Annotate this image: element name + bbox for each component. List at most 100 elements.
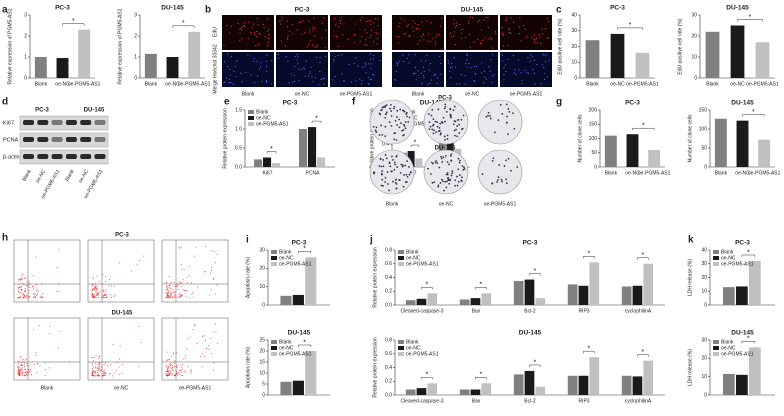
- cell-dot: [403, 20, 405, 22]
- event: [95, 354, 97, 356]
- event: [111, 285, 113, 287]
- event: [181, 372, 183, 374]
- colony: [405, 181, 408, 183]
- bar: [263, 157, 272, 167]
- cell-dot: [313, 35, 316, 37]
- colony: [373, 172, 375, 175]
- event: [167, 374, 169, 376]
- bar: [736, 286, 748, 305]
- chart-title: PC-3: [735, 240, 750, 247]
- cell-dot: [376, 43, 378, 45]
- cell-dot: [426, 20, 428, 22]
- y-tick-label: 0.8: [385, 247, 392, 253]
- cell-dot: [530, 54, 532, 56]
- event: [27, 365, 29, 367]
- event: [210, 338, 212, 340]
- y-tick-label: 100: [589, 136, 598, 142]
- colony: [380, 165, 383, 168]
- colony: [433, 181, 436, 184]
- event: [167, 295, 169, 297]
- cell-dot: [522, 24, 525, 27]
- x-tick-label: oe-PGM5-AS1: [638, 170, 671, 176]
- significance-label: *: [641, 252, 644, 259]
- event: [19, 279, 21, 281]
- event: [167, 359, 169, 361]
- cell-dot: [360, 19, 362, 21]
- cell-dot: [366, 32, 368, 34]
- event: [183, 358, 185, 360]
- legend-label: Blank: [406, 249, 419, 255]
- cell-dot: [539, 36, 541, 38]
- cell-dot: [403, 33, 405, 36]
- event: [169, 373, 171, 375]
- colony: [443, 107, 446, 110]
- event: [93, 372, 95, 374]
- cell-dot: [268, 33, 270, 35]
- event: [92, 293, 94, 295]
- event: [91, 288, 93, 290]
- chart-title: DU-145: [726, 5, 749, 12]
- bar: [723, 287, 735, 305]
- event: [42, 293, 44, 295]
- event: [27, 286, 29, 288]
- event: [94, 297, 96, 299]
- event: [103, 296, 105, 298]
- event: [188, 275, 190, 277]
- colony: [441, 178, 443, 181]
- event: [209, 272, 211, 274]
- cell-dot: [453, 31, 455, 33]
- event: [93, 375, 95, 377]
- significance-label: *: [533, 359, 536, 366]
- colony: [388, 121, 391, 124]
- cell-dot: [252, 23, 255, 25]
- cell-dot: [447, 62, 449, 64]
- event: [23, 375, 25, 377]
- cell-dot: [423, 70, 425, 73]
- cell-dot: [536, 42, 538, 44]
- colony: [439, 132, 442, 135]
- legend-label: Blank: [279, 339, 292, 345]
- event: [19, 372, 21, 374]
- event: [105, 291, 107, 293]
- colony: [395, 187, 398, 190]
- cell-dot: [485, 78, 488, 81]
- bar: [632, 285, 643, 305]
- cell-dot: [419, 39, 421, 41]
- event: [28, 289, 30, 291]
- colony: [434, 120, 437, 123]
- cell-dot: [398, 60, 400, 63]
- colony: [436, 125, 439, 128]
- colony: [431, 181, 434, 184]
- y-axis-label: LDH release (%): [687, 259, 693, 296]
- event: [28, 282, 30, 284]
- culture-plate: [423, 149, 469, 195]
- event: [215, 293, 217, 295]
- event: [185, 296, 187, 298]
- event: [35, 256, 37, 258]
- event: [99, 366, 101, 368]
- cell-dot: [440, 73, 442, 75]
- chart-title: DU-145: [731, 100, 754, 107]
- cell-dot: [420, 60, 422, 62]
- event: [25, 297, 27, 299]
- cell-dot: [259, 61, 262, 64]
- event: [116, 361, 118, 363]
- event: [169, 292, 171, 294]
- x-tick-label: cyclophilinA: [625, 398, 652, 404]
- event: [217, 343, 219, 345]
- event: [176, 296, 178, 298]
- x-tick-label: cyclophilinA: [625, 308, 652, 314]
- cell-dot: [481, 39, 483, 41]
- cell-dot: [468, 20, 470, 22]
- event: [167, 288, 169, 290]
- event: [176, 373, 178, 375]
- legend-label: oe-PGM5-AS1: [721, 261, 754, 267]
- y-tick-label: 200: [589, 107, 598, 113]
- event: [28, 372, 30, 374]
- cell-dot: [297, 56, 299, 58]
- bar: [272, 163, 281, 167]
- bar: [481, 293, 492, 305]
- event: [25, 371, 27, 373]
- cell-dot: [423, 76, 425, 79]
- chart-title: DU-145: [161, 5, 184, 12]
